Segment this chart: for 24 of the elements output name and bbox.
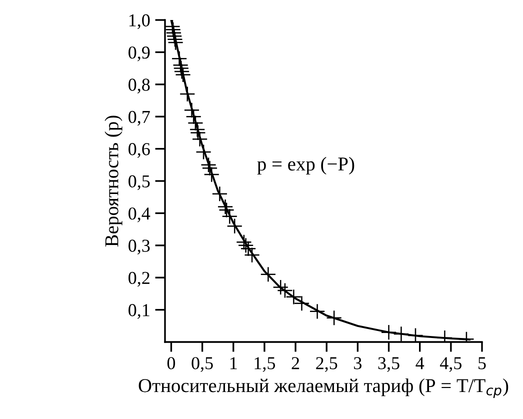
x-tick-label: 5 [478, 357, 486, 370]
y-tick-label: 0,6 [128, 143, 150, 158]
y-tick-label: 0,9 [128, 46, 150, 62]
y-tick-label: 0,4 [128, 207, 150, 222]
y-tick-label: 0,8 [128, 78, 150, 94]
x-tick-label: 1 [230, 357, 237, 370]
x-tick-label: 4 [416, 357, 424, 370]
x-axis-title: Относительный желаемый тариф (P = T/T$_{ср}$) [138, 378, 508, 398]
annotation: p = exp (−P) [257, 156, 354, 175]
y-tick-label: 0,1 [128, 304, 150, 319]
x-tick-label: 0,5 [192, 357, 213, 372]
x-tick-label: 2 [292, 357, 300, 370]
x-tick-label: 2,5 [316, 357, 338, 372]
y-tick-label: 0,5 [128, 175, 150, 190]
y-tick-label: 0,3 [128, 240, 150, 254]
x-tick-label: 3,5 [378, 357, 400, 372]
x-tick-label: 3 [354, 357, 362, 370]
x-tick-label: 4,5 [440, 357, 462, 372]
y-tick-label: 0,2 [128, 272, 150, 287]
x-tick-label: 1,5 [254, 357, 276, 372]
y-tick-label: 1,0 [129, 14, 150, 30]
x-tick-label: 0 [167, 357, 176, 370]
y-axis-title: Вероятность (p) [104, 116, 122, 247]
y-tick-label: 0,7 [128, 110, 150, 126]
